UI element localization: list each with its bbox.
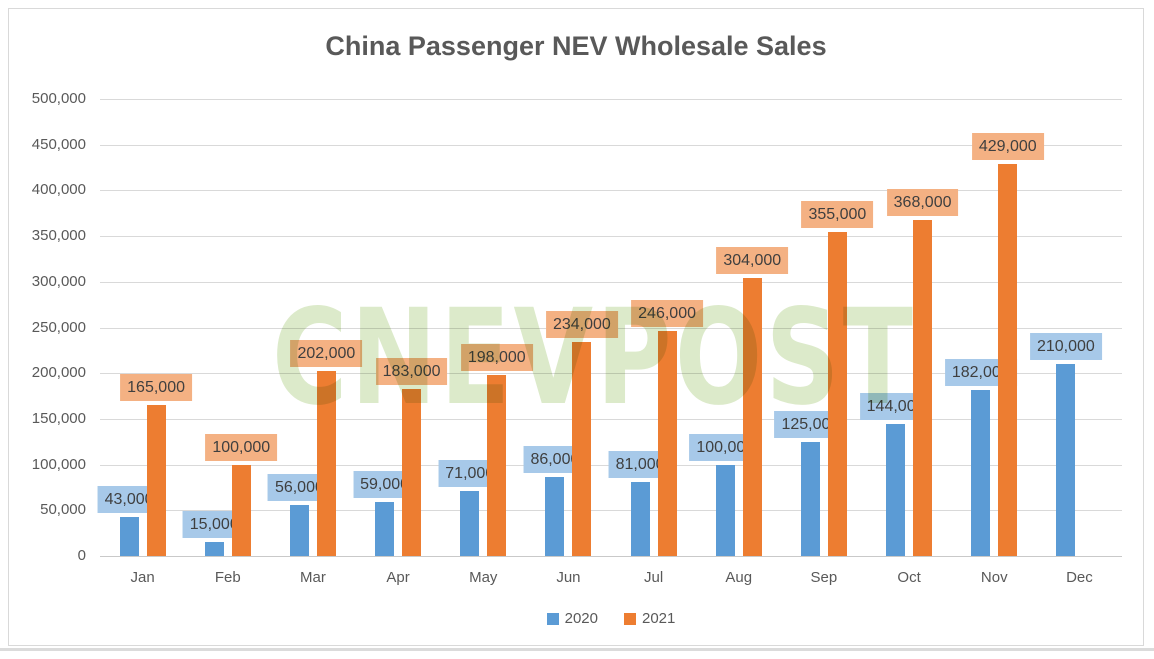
data-label-2021-jun: 234,000 bbox=[545, 311, 618, 339]
bar-2021-jul bbox=[657, 331, 677, 556]
x-axis-label-oct: Oct bbox=[897, 569, 921, 586]
x-axis-label-dec: Dec bbox=[1066, 569, 1093, 586]
bar-2020-may bbox=[460, 491, 480, 556]
x-axis-label-jan: Jan bbox=[130, 569, 155, 586]
bar-2020-sep bbox=[800, 441, 820, 556]
y-axis-tick-400,000: 400,000 bbox=[31, 181, 86, 199]
bar-2021-oct bbox=[913, 219, 933, 556]
data-label-2021-may: 198,000 bbox=[460, 344, 533, 372]
data-label-2021-feb: 100,000 bbox=[205, 433, 278, 461]
y-axis-tick-450,000: 450,000 bbox=[31, 135, 86, 153]
y-axis-tick-150,000: 150,000 bbox=[31, 409, 86, 427]
bar-2021-feb bbox=[231, 464, 251, 556]
gridline-450,000 bbox=[100, 144, 1122, 146]
data-label-2021-apr: 183,000 bbox=[375, 357, 448, 385]
data-label-2021-nov: 429,000 bbox=[971, 132, 1044, 160]
y-axis-tick-50,000: 50,000 bbox=[40, 501, 86, 519]
bar-2021-jan bbox=[146, 405, 166, 556]
bar-2021-nov bbox=[998, 163, 1018, 556]
legend-label-2020: 2020 bbox=[564, 610, 598, 627]
x-axis-label-sep: Sep bbox=[810, 569, 838, 586]
gridline-300,000 bbox=[100, 281, 1122, 283]
bar-2021-sep bbox=[827, 231, 847, 556]
gridline-500,000 bbox=[100, 99, 1122, 100]
data-label-2021-jan: 165,000 bbox=[120, 374, 192, 402]
bar-2020-dec bbox=[1056, 364, 1076, 556]
bar-2020-oct bbox=[886, 424, 906, 556]
x-axis-label-mar: Mar bbox=[299, 569, 326, 586]
data-label-2021-sep: 355,000 bbox=[801, 200, 874, 228]
bar-2020-jun bbox=[545, 477, 565, 556]
bar-2021-jun bbox=[572, 342, 592, 556]
bar-2020-mar bbox=[289, 504, 309, 556]
data-label-2021-jul: 246,000 bbox=[631, 300, 703, 328]
bar-2020-apr bbox=[375, 502, 395, 556]
bar-2021-mar bbox=[316, 371, 336, 556]
x-axis-label-nov: Nov bbox=[980, 569, 1008, 586]
gridline-400,000 bbox=[100, 190, 1122, 192]
data-label-2021-oct: 368,000 bbox=[886, 188, 959, 216]
legend-item-2020: 2020 bbox=[546, 610, 598, 627]
x-axis-label-feb: Feb bbox=[214, 569, 241, 586]
y-axis-tick-0: 0 bbox=[77, 547, 86, 564]
legend-label-2021: 2021 bbox=[642, 610, 676, 627]
chart-title: China Passenger NEV Wholesale Sales bbox=[325, 31, 827, 61]
y-axis-tick-200,000: 200,000 bbox=[31, 364, 86, 382]
data-label-2021-mar: 202,000 bbox=[290, 340, 363, 368]
y-axis-tick-100,000: 100,000 bbox=[31, 455, 86, 473]
gridline-150,000 bbox=[100, 418, 1122, 420]
page-bottom-divider bbox=[0, 648, 1154, 651]
gridline-50,000 bbox=[100, 510, 1122, 512]
bar-2021-aug bbox=[742, 278, 762, 556]
bar-2020-jan bbox=[119, 516, 139, 556]
y-axis-tick-250,000: 250,000 bbox=[31, 318, 86, 336]
y-axis-tick-300,000: 300,000 bbox=[31, 272, 86, 290]
x-axis-label-jul: Jul bbox=[643, 569, 664, 586]
x-axis-label-jun: Jun bbox=[556, 569, 581, 586]
legend-swatch-2020 bbox=[546, 612, 559, 625]
x-axis-label-may: May bbox=[469, 569, 498, 586]
data-label-2020-dec: 210,000 bbox=[1029, 333, 1102, 361]
x-axis-label-aug: Aug bbox=[725, 569, 753, 586]
data-label-2021-aug: 304,000 bbox=[716, 247, 789, 275]
gridline-0 bbox=[100, 556, 1122, 557]
x-axis-label-apr: Apr bbox=[386, 569, 410, 586]
chart-legend: 2020 2021 bbox=[100, 610, 1122, 627]
y-axis-tick-350,000: 350,000 bbox=[31, 227, 86, 245]
legend-swatch-2021 bbox=[624, 612, 636, 625]
bar-2020-jul bbox=[630, 481, 650, 556]
y-axis-tick-500,000: 500,000 bbox=[31, 90, 86, 107]
bar-2021-apr bbox=[402, 388, 422, 556]
bar-2020-aug bbox=[715, 464, 735, 556]
gridline-350,000 bbox=[100, 236, 1122, 238]
legend-item-2021: 2021 bbox=[624, 610, 675, 627]
bar-2021-may bbox=[487, 375, 507, 556]
bar-2020-nov bbox=[971, 389, 991, 556]
bar-2020-feb bbox=[204, 542, 224, 556]
gridline-200,000 bbox=[100, 373, 1122, 375]
